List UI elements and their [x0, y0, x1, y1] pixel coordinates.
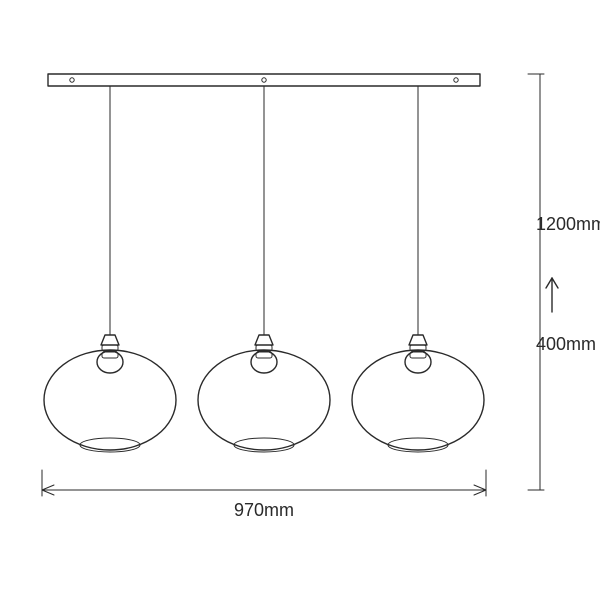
- cord-cap: [409, 335, 427, 345]
- pendant-2: [198, 86, 330, 452]
- socket: [97, 351, 123, 373]
- shade-opening-back: [388, 438, 448, 445]
- shade: [198, 350, 330, 450]
- shade-opening-back: [80, 438, 140, 445]
- dimension-height: 1200mm 400mm: [528, 74, 600, 490]
- grip-ring: [410, 352, 426, 358]
- height-min-label: 400mm: [536, 334, 596, 354]
- pendant-3: [352, 86, 484, 452]
- shade-opening-front: [80, 445, 140, 452]
- grip-ring: [102, 352, 118, 358]
- mount-hole-2: [262, 78, 266, 82]
- grip-ring: [256, 352, 272, 358]
- cord-cap: [101, 335, 119, 345]
- shade-opening-front: [388, 445, 448, 452]
- shade: [44, 350, 176, 450]
- shade-opening-front: [234, 445, 294, 452]
- mount-hole-3: [454, 78, 458, 82]
- width-label: 970mm: [234, 500, 294, 520]
- height-max-label: 1200mm: [536, 214, 600, 234]
- shade: [352, 350, 484, 450]
- dimension-width: 970mm: [42, 470, 486, 520]
- ceiling-mount-bar: [48, 74, 480, 86]
- shade-opening-back: [234, 438, 294, 445]
- pendant-1: [44, 86, 176, 452]
- mount-hole-1: [70, 78, 74, 82]
- socket: [251, 351, 277, 373]
- pendant-light-dimension-diagram: 970mm 1200mm 400mm: [0, 0, 600, 600]
- socket: [405, 351, 431, 373]
- cord-cap: [255, 335, 273, 345]
